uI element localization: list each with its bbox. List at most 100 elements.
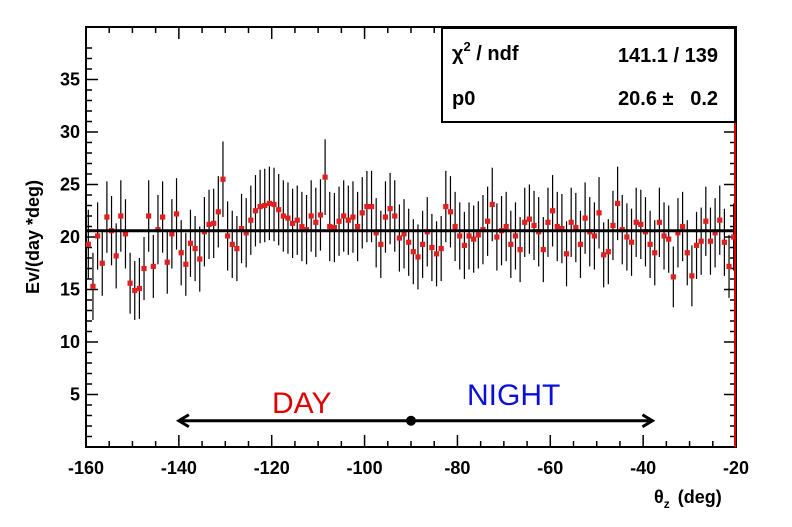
stat-value-p0: 20.6 ± 0.2	[618, 88, 718, 110]
data-point	[638, 221, 644, 227]
data-point	[554, 223, 560, 230]
data-point	[438, 245, 444, 252]
data-point	[187, 240, 194, 246]
data-point	[656, 219, 662, 225]
data-point	[211, 220, 217, 226]
data-point	[485, 218, 491, 224]
data-point	[345, 217, 351, 223]
x-tick-label: -60	[537, 458, 563, 478]
data-point	[401, 231, 407, 237]
data-point	[118, 213, 124, 219]
data-point	[355, 223, 361, 230]
annotation-night: NIGHT	[467, 379, 560, 412]
data-point	[531, 222, 537, 229]
y-tick-label: 10	[60, 332, 80, 352]
data-point	[248, 217, 254, 223]
data-point	[731, 234, 737, 240]
data-point	[294, 217, 300, 223]
data-point	[90, 283, 96, 289]
stats-box: χ2 / ndf 141.1 / 139 p0 20.6 ± 0.2	[441, 27, 736, 123]
arrow-head-left	[175, 413, 190, 429]
data-point	[229, 241, 235, 247]
data-point	[550, 208, 556, 214]
data-point	[596, 210, 602, 216]
arrow-midpoint	[406, 415, 416, 426]
x-tick-label: -160	[68, 458, 104, 478]
data-point	[489, 201, 495, 208]
data-point	[359, 210, 365, 216]
data-point	[707, 238, 714, 244]
data-point	[183, 261, 189, 267]
data-point	[178, 250, 184, 256]
data-point	[308, 213, 314, 219]
data-point	[670, 274, 676, 280]
data-point	[299, 223, 305, 230]
data-point	[271, 201, 277, 208]
data-point	[146, 213, 152, 219]
data-point	[684, 250, 690, 256]
stat-label-chi2: χ2 / ndf	[452, 39, 519, 65]
data-point	[262, 202, 268, 209]
data-point	[675, 230, 681, 236]
data-point	[387, 206, 393, 212]
stat-label-p0: p0	[452, 88, 475, 110]
data-point	[633, 219, 639, 225]
data-point	[452, 223, 458, 230]
data-point	[169, 231, 175, 237]
data-point	[582, 215, 588, 221]
data-point	[447, 209, 454, 215]
data-point	[276, 207, 282, 213]
data-point	[647, 241, 653, 247]
y-tick-labels: 5 10 15 20 25 30 35	[60, 70, 80, 405]
data-point	[494, 234, 500, 240]
data-point	[378, 241, 384, 247]
data-point	[280, 213, 286, 219]
data-point	[420, 241, 426, 247]
data-point	[605, 249, 611, 255]
x-tick-label: -20	[723, 458, 749, 478]
data-point	[313, 219, 319, 225]
data-point	[373, 230, 379, 236]
y-tick-label: 35	[60, 70, 80, 90]
data-point	[238, 226, 245, 232]
data-point	[415, 254, 421, 260]
y-tick-label: 5	[70, 385, 80, 405]
data-point	[252, 208, 259, 214]
data-point	[104, 214, 110, 220]
data-point	[99, 260, 105, 266]
data-point	[368, 203, 375, 210]
data-point	[160, 214, 166, 220]
data-point	[573, 224, 579, 231]
data-point	[95, 233, 101, 239]
data-point	[652, 250, 658, 256]
data-point	[461, 242, 467, 248]
data-point	[164, 259, 170, 265]
data-point	[559, 226, 565, 232]
data-point	[173, 211, 180, 217]
data-point	[568, 219, 574, 225]
data-point	[85, 241, 91, 247]
data-point	[615, 200, 621, 206]
x-tick-label: -120	[254, 458, 290, 478]
data-point	[410, 249, 416, 255]
data-point	[327, 223, 333, 230]
data-point	[680, 223, 686, 230]
data-markers	[85, 174, 737, 294]
annotation-day: DAY	[272, 387, 331, 420]
data-point	[336, 218, 342, 224]
data-point	[471, 236, 477, 242]
y-tick-label: 30	[60, 122, 80, 142]
day-night-arrow	[175, 413, 656, 429]
data-point	[113, 253, 119, 259]
data-point	[726, 263, 732, 269]
x-tick-labels: -160 -140 -120 -100 -80 -60 -40 -20	[68, 458, 749, 478]
data-point	[503, 223, 509, 230]
data-point	[132, 287, 138, 294]
x-tick-label: -80	[444, 458, 470, 478]
data-point	[122, 231, 129, 237]
data-point	[341, 213, 347, 219]
arrow-head-right	[641, 413, 656, 429]
data-point	[526, 216, 532, 222]
data-point	[693, 242, 700, 248]
